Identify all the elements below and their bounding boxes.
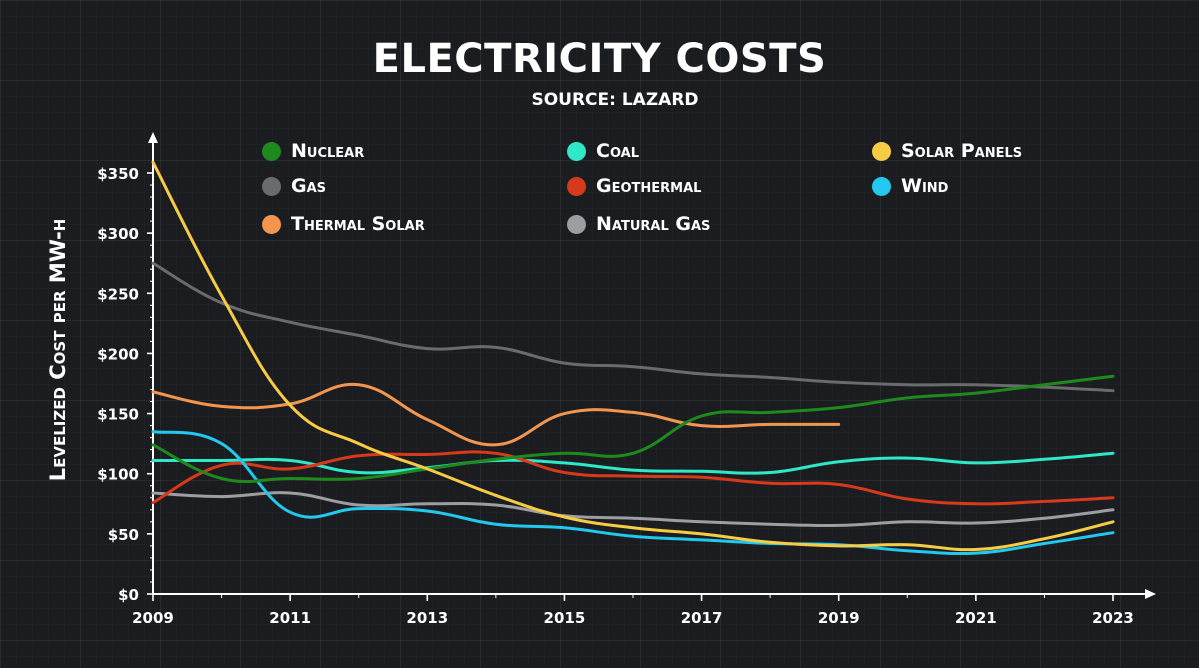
legend-item-natural-gas: Natural Gas	[567, 212, 710, 236]
legend-label-gas: Gas	[291, 175, 327, 197]
legend-dot-solar-panels	[872, 141, 891, 161]
legend-item-solar-panels: Solar Panels	[872, 139, 1022, 163]
legend-label-coal: Coal	[596, 140, 639, 162]
legend-item-coal: Coal	[567, 139, 639, 163]
y-tick-label: $100	[97, 466, 139, 484]
y-tick-label: $50	[108, 526, 139, 544]
x-tick-label: 2023	[1092, 609, 1134, 627]
legend-item-nuclear: Nuclear	[262, 139, 364, 163]
legend-item-thermal-solar: Thermal Solar	[262, 212, 425, 236]
series-line-wind	[151, 430, 1115, 556]
y-tick-label: $0	[118, 586, 139, 604]
legend-label-nuclear: Nuclear	[291, 140, 365, 162]
x-tick-label: 2017	[681, 609, 723, 627]
legend-label-wind: Wind	[901, 175, 949, 197]
y-tick-label: $300	[97, 225, 139, 243]
legend-label-thermal-solar: Thermal Solar	[291, 213, 425, 235]
series-line-natural-gas	[151, 491, 1115, 528]
legend-label-natural-gas: Natural Gas	[596, 213, 711, 235]
x-tick-label: 2013	[406, 609, 448, 627]
legend-dot-wind	[872, 176, 891, 196]
chart-subtitle: SOURCE: LAZARD	[531, 90, 699, 110]
chart-title: ELECTRICITY COSTS	[372, 36, 827, 82]
y-tick-label: $200	[97, 345, 139, 363]
x-tick-label: 2009	[132, 609, 174, 627]
legend-item-geothermal: Geothermal	[567, 174, 701, 198]
y-axis-arrow	[148, 132, 158, 143]
series-line-geothermal	[151, 450, 1115, 506]
legend-dot-thermal-solar	[262, 214, 281, 234]
x-axis-arrow	[1145, 589, 1156, 599]
y-tick-label: $250	[97, 285, 139, 303]
legend-item-gas: Gas	[262, 174, 326, 198]
y-tick-label: $150	[97, 406, 139, 424]
legend-label-solar-panels: Solar Panels	[901, 140, 1023, 162]
legend-dot-coal	[567, 141, 586, 161]
legend-dot-natural-gas	[567, 214, 586, 234]
series-line-thermal-solar	[151, 382, 841, 447]
legend-label-geothermal: Geothermal	[596, 175, 702, 197]
series-line-nuclear	[151, 374, 1115, 484]
x-tick-label: 2011	[269, 609, 311, 627]
series-line-solar-panels	[151, 160, 1115, 552]
y-tick-label: $350	[97, 165, 139, 183]
x-tick-label: 2021	[955, 609, 997, 627]
series-line-gas	[151, 261, 1115, 393]
legend-dot-nuclear	[262, 141, 281, 161]
series-line-coal	[151, 451, 1115, 475]
series-lines	[151, 160, 1115, 556]
legend-dot-gas	[262, 176, 281, 196]
legend-item-wind: Wind	[872, 174, 948, 198]
x-tick-label: 2015	[544, 609, 586, 627]
x-tick-label: 2019	[818, 609, 860, 627]
axes: $0 $50 $100 $150 $200 $250 $300 $350 2009 2011 201…	[97, 132, 1156, 627]
legend-dot-geothermal	[567, 176, 586, 196]
